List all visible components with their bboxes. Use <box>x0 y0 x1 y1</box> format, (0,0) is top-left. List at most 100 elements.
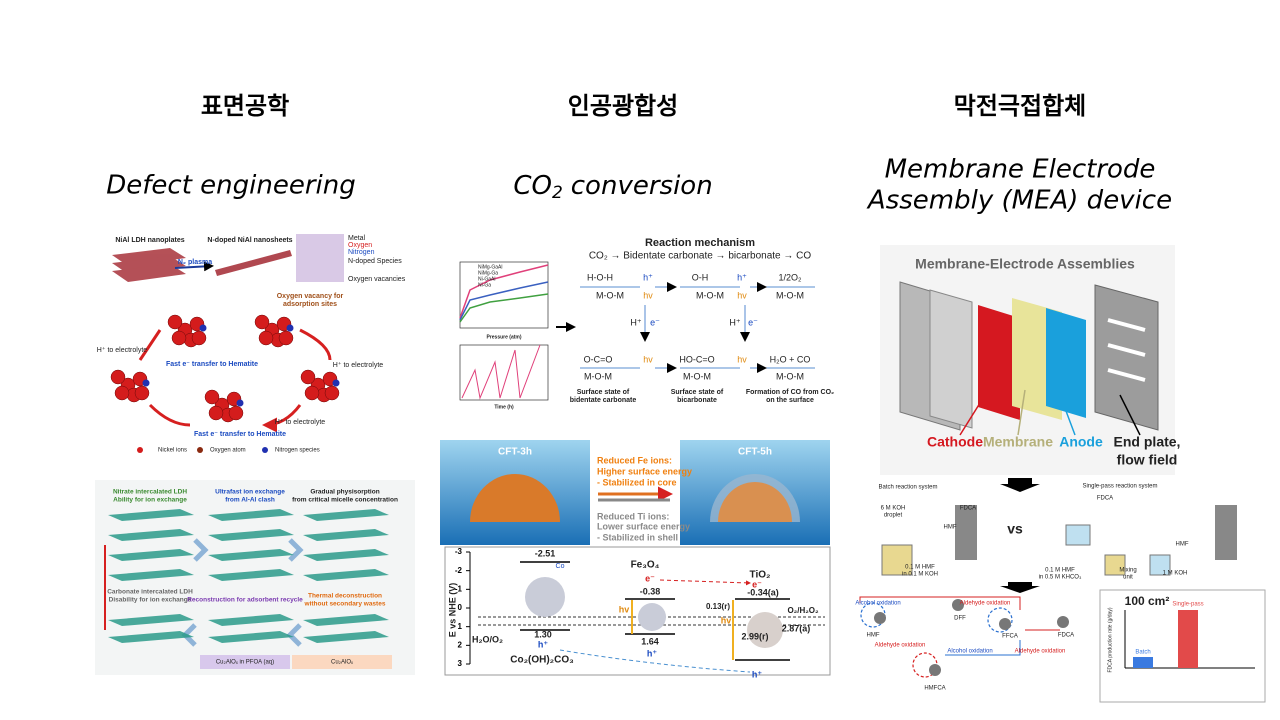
figure-label: 6 M KOH <box>881 506 906 512</box>
figure-label: Aldehyde oxidation <box>960 601 1011 607</box>
figure-label: Cu₂AlOₓ in PFOA (aq) <box>216 660 274 666</box>
figure-label: Reduced Ti ions: <box>597 511 669 521</box>
figure-label: Thermal deconstruction <box>308 593 382 600</box>
figure-label: Time (h) <box>494 404 514 410</box>
energy-axis: -3 -2 -1 0 1 2 3 <box>455 547 470 668</box>
figure-label: M-O-M <box>776 371 804 381</box>
figure-label: -0.38 <box>640 586 661 596</box>
figure-label: NiAl LDH nanoplates <box>115 237 184 244</box>
tick-label: 3 <box>458 659 463 668</box>
figure-label: Oxygen vacancy for <box>277 293 344 300</box>
figure-label: N₂ plasma <box>178 259 212 266</box>
figure-label: M-O-M <box>584 371 612 381</box>
layer <box>108 569 194 581</box>
figure-label: Mixing <box>1119 568 1136 574</box>
layer <box>108 509 194 521</box>
figure-label: NiMg-Ga <box>478 270 498 276</box>
figure-label: CFT-5h <box>738 447 772 458</box>
figure-label: O-C=O <box>584 354 613 364</box>
figure-label: H⁺ <box>630 317 641 327</box>
subtitle: CO2 conversion <box>513 171 712 204</box>
atom <box>208 405 224 421</box>
figure-label: e⁻ <box>650 317 660 327</box>
figure-label: Batch <box>1135 650 1150 656</box>
adsorption-plots <box>459 261 815 401</box>
figure-label: Surface state of <box>671 389 724 396</box>
figure-label: Membrane <box>983 434 1053 450</box>
layer <box>208 631 294 643</box>
figure-label: M-O-M <box>596 290 624 300</box>
figure-label: Alcohol oxidation <box>855 601 900 607</box>
figure-label: H⁺ to electrolyte <box>333 361 383 369</box>
figure-label: in 0.5 M KHCO₃ <box>1039 575 1082 581</box>
defect-figure <box>112 234 344 425</box>
figure-label: -2.51 <box>535 548 556 558</box>
figure-label: hv <box>737 354 747 364</box>
figure-label: Fast e⁻ transfer to Hematite <box>166 361 258 368</box>
figure-label: Nitrogen species <box>275 448 320 454</box>
figure-label: bidentate carbonate <box>570 397 637 404</box>
figure-label: N-doped NiAl nanosheets <box>207 237 292 244</box>
figure-label: hv <box>619 604 630 614</box>
figure-label: Reaction mechanism <box>645 237 755 249</box>
figure-label: 2.99(r) <box>741 631 768 641</box>
figure-label: h⁺ <box>737 272 747 282</box>
figure-label: Single-pass <box>1172 602 1203 608</box>
layer <box>303 569 389 581</box>
figure-label: Metal <box>348 235 366 242</box>
figure-label: 100 cm² <box>1125 594 1170 608</box>
atom <box>134 385 150 401</box>
layer-stacks <box>108 509 389 643</box>
figure-label: H⁺ to electrolyte <box>97 346 147 354</box>
atom <box>110 369 126 385</box>
figure-label: e⁻ <box>645 573 655 583</box>
layer <box>303 549 389 561</box>
atom <box>332 379 340 387</box>
subtitle-main: CO <box>513 171 552 201</box>
figure-label: O₂/H₂O₂ <box>787 606 819 615</box>
figure-label: Alcohol oxidation <box>947 649 992 655</box>
figure-label: from Al-Al clash <box>225 497 275 504</box>
figure-label: Disability for ion exchange <box>109 597 192 604</box>
figure-label: Cu₂AlOₓ <box>331 660 353 666</box>
figure-label: from critical micelle concentration <box>292 497 398 504</box>
figure-label: HMFCA <box>924 686 945 692</box>
figure-label: Oxygen vacancies <box>348 276 406 283</box>
figure-label: N-doped Species <box>348 258 402 265</box>
figure-label: - Stabilized in shell <box>597 532 678 542</box>
figure-label: FDCA <box>1058 633 1074 639</box>
atom-clusters <box>110 314 340 453</box>
figure-label: 0.13(r) <box>706 602 730 611</box>
layer <box>303 509 389 521</box>
layer <box>208 549 294 561</box>
figure-label: 1/2O₂ <box>778 272 802 282</box>
legend-dot <box>197 447 203 453</box>
figure-label: flow field <box>1117 452 1178 468</box>
figure-label: Oxygen atom <box>210 448 246 454</box>
figure-label: O-H <box>692 272 709 282</box>
atom <box>258 330 274 346</box>
atom <box>142 379 150 387</box>
atom <box>278 330 294 346</box>
layer <box>208 529 294 541</box>
atom <box>204 389 220 405</box>
figure-label: HMF <box>867 633 880 639</box>
figure-label: Gradual physisorption <box>310 489 379 496</box>
figure-label: Nitrate intercalated LDH <box>113 489 187 496</box>
figure-label: e⁻ <box>748 317 758 327</box>
subtitle: Defect engineering <box>106 171 356 201</box>
figure-label: H₂O/O₂ <box>472 634 503 644</box>
tick-label: 1 <box>458 622 463 631</box>
figure-label: on the surface <box>766 397 814 404</box>
figure-label: Cathode <box>927 434 983 450</box>
figure-label: Formation of CO from CO₂ <box>746 389 834 396</box>
layer <box>303 631 389 643</box>
atom <box>191 330 207 346</box>
figure-label: FDCA <box>1097 496 1113 502</box>
figure-label: Aldehyde oxidation <box>1015 649 1066 655</box>
figure-label: h⁺ <box>752 669 762 679</box>
figure-label: FDCA production rate (g/day) <box>1107 607 1113 672</box>
legend-dot <box>137 447 143 453</box>
figure-label: hv <box>643 290 653 300</box>
